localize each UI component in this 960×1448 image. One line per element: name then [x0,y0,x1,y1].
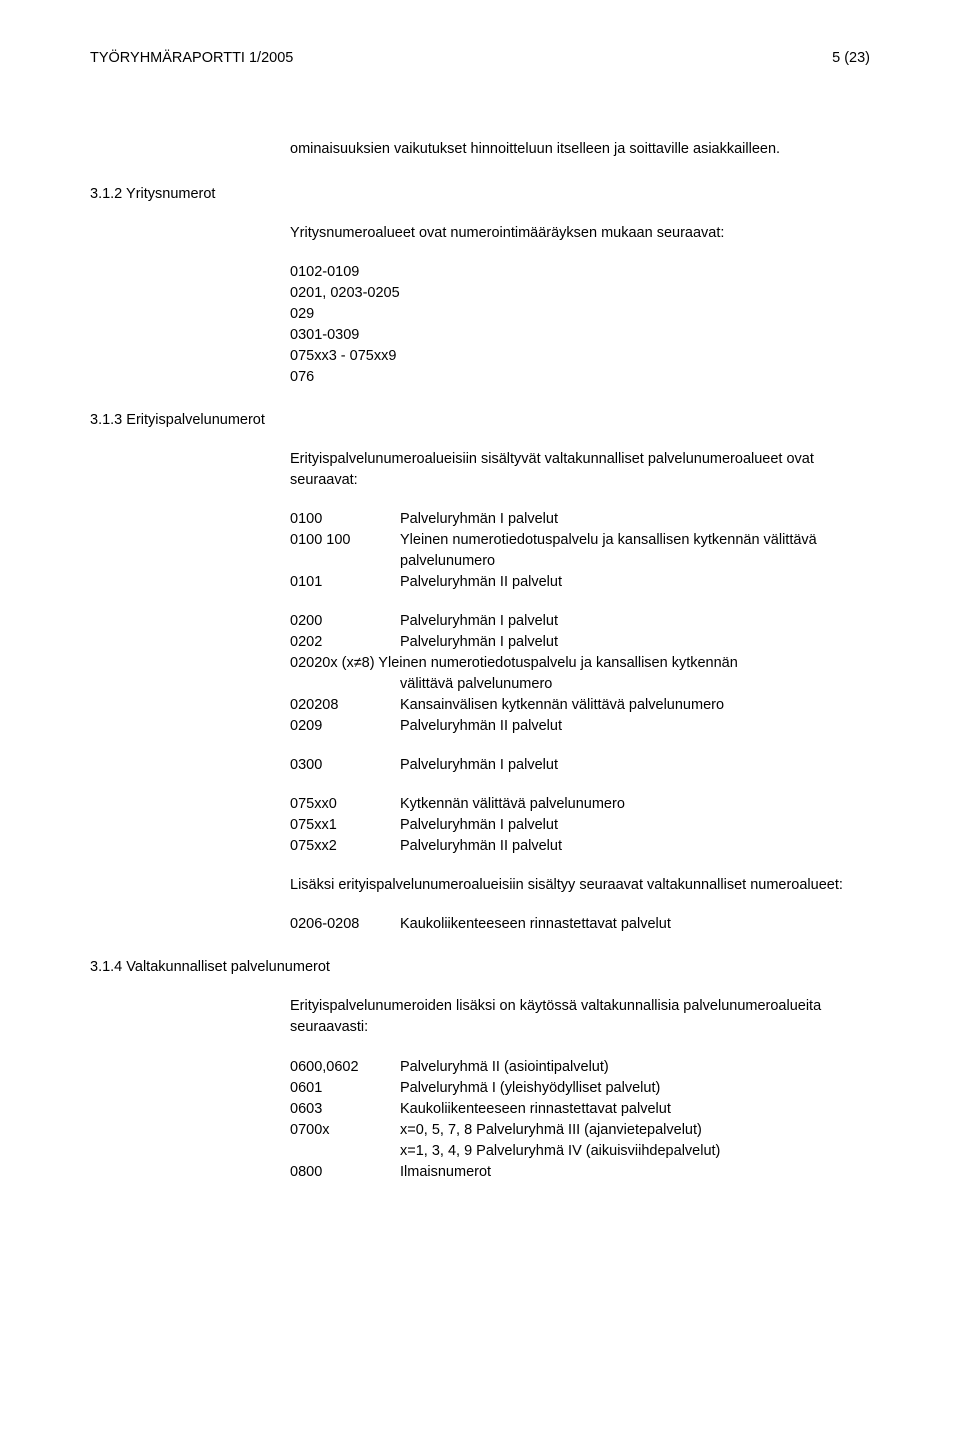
definition-row: 0100 Palveluryhmän I palvelut [290,509,870,530]
def-code: 0206-0208 [290,914,400,935]
definition-row: 020208 Kansainvälisen kytkennän välittäv… [290,695,870,716]
page-header: TYÖRYHMÄRAPORTTI 1/2005 5 (23) [90,48,870,69]
def-text: Palveluryhmän I palvelut [400,632,870,653]
definition-row-special: 02020x (x≠8) Yleinen numerotiedotuspalve… [290,653,870,674]
def-code: 0100 100 [290,530,400,572]
def-text: Kaukoliikenteeseen rinnastettavat palvel… [400,1099,870,1120]
def-code: 0101 [290,572,400,593]
def-code: 075xx0 [290,794,400,815]
section-313-body: Erityispalvelunumeroalueisiin sisältyvät… [290,449,870,935]
def-code: 0601 [290,1078,400,1099]
definition-row-continuation: x=1, 3, 4, 9 Palveluryhmä IV (aikuisviih… [290,1141,870,1162]
def-text: Yleinen numerotiedotuspalvelu ja kansall… [400,530,870,572]
def-text: Palveluryhmä II (asiointipalvelut) [400,1057,870,1078]
list-item: 0201, 0203-0205 [290,283,870,304]
section-313-extra-lead: Lisäksi erityispalvelunumeroalueisiin si… [290,875,870,896]
section-314-lead: Erityispalvelunumeroiden lisäksi on käyt… [290,996,870,1038]
definition-row: 075xx0 Kytkennän välittävä palvelunumero [290,794,870,815]
definition-row: 0300 Palveluryhmän I palvelut [290,755,870,776]
def-text: Palveluryhmän II palvelut [400,716,870,737]
def-code: 02020x [290,655,338,671]
def-text: x=0, 5, 7, 8 Palveluryhmä III (ajanviete… [400,1120,870,1141]
def-code-empty [290,1141,400,1162]
def-text: (x≠8) Yleinen numerotiedotuspalvelu ja k… [342,655,738,671]
definition-row: 0101 Palveluryhmän II palvelut [290,572,870,593]
definition-row: 0700x x=0, 5, 7, 8 Palveluryhmä III (aja… [290,1120,870,1141]
def-code: 020208 [290,695,400,716]
def-text: Kaukoliikenteeseen rinnastettavat palvel… [400,914,870,935]
intro-paragraph: ominaisuuksien vaikutukset hinnoitteluun… [290,139,870,160]
section-312-list: 0102-0109 0201, 0203-0205 029 0301-0309 … [290,262,870,388]
def-text: Palveluryhmä I (yleishyödylliset palvelu… [400,1078,870,1099]
def-code: 0202 [290,632,400,653]
def-code: 075xx1 [290,815,400,836]
section-313-lead: Erityispalvelunumeroalueisiin sisältyvät… [290,449,870,491]
def-text: Palveluryhmän I palvelut [400,611,870,632]
section-312-title: 3.1.2 Yritysnumerot [90,184,870,205]
definition-row: 0603 Kaukoliikenteeseen rinnastettavat p… [290,1099,870,1120]
definition-row: 075xx2 Palveluryhmän II palvelut [290,836,870,857]
section-314-title: 3.1.4 Valtakunnalliset palvelunumerot [90,957,870,978]
def-code: 075xx2 [290,836,400,857]
def-text: Palveluryhmän I palvelut [400,815,870,836]
list-item: 076 [290,367,870,388]
def-text-continuation: välittävä palvelunumero [400,674,870,695]
definition-row: 0209 Palveluryhmän II palvelut [290,716,870,737]
def-text: Palveluryhmän II palvelut [400,572,870,593]
def-text: Kansainvälisen kytkennän välittävä palve… [400,695,870,716]
def-code: 0209 [290,716,400,737]
list-item: 0102-0109 [290,262,870,283]
def-text: Ilmaisnumerot [400,1162,870,1183]
definition-row: 0800 Ilmaisnumerot [290,1162,870,1183]
section-312-lead: Yritysnumeroalueet ovat numerointimääräy… [290,223,870,244]
header-left: TYÖRYHMÄRAPORTTI 1/2005 [90,48,293,69]
def-text: Palveluryhmän II palvelut [400,836,870,857]
list-item: 075xx3 - 075xx9 [290,346,870,367]
def-code: 0603 [290,1099,400,1120]
def-code: 0300 [290,755,400,776]
def-text: Palveluryhmän I palvelut [400,755,870,776]
definition-row: 0206-0208 Kaukoliikenteeseen rinnastetta… [290,914,870,935]
definition-row: 0100 100 Yleinen numerotiedotuspalvelu j… [290,530,870,572]
definition-row: 0600,0602 Palveluryhmä II (asiointipalve… [290,1057,870,1078]
list-item: 0301-0309 [290,325,870,346]
header-right: 5 (23) [832,48,870,69]
definition-row: 0202 Palveluryhmän I palvelut [290,632,870,653]
def-text: Palveluryhmän I palvelut [400,509,870,530]
section-314-body: Erityispalvelunumeroiden lisäksi on käyt… [290,996,870,1182]
def-code: 0100 [290,509,400,530]
def-code: 0200 [290,611,400,632]
def-code: 0700x [290,1120,400,1141]
definition-row: 0200 Palveluryhmän I palvelut [290,611,870,632]
def-text: Kytkennän välittävä palvelunumero [400,794,870,815]
list-item: 029 [290,304,870,325]
definition-row: 0601 Palveluryhmä I (yleishyödylliset pa… [290,1078,870,1099]
def-code: 0800 [290,1162,400,1183]
def-code: 0600,0602 [290,1057,400,1078]
definition-row: 075xx1 Palveluryhmän I palvelut [290,815,870,836]
section-312-body: Yritysnumeroalueet ovat numerointimääräy… [290,223,870,388]
section-313-title: 3.1.3 Erityispalvelunumerot [90,410,870,431]
def-text: x=1, 3, 4, 9 Palveluryhmä IV (aikuisviih… [400,1141,870,1162]
